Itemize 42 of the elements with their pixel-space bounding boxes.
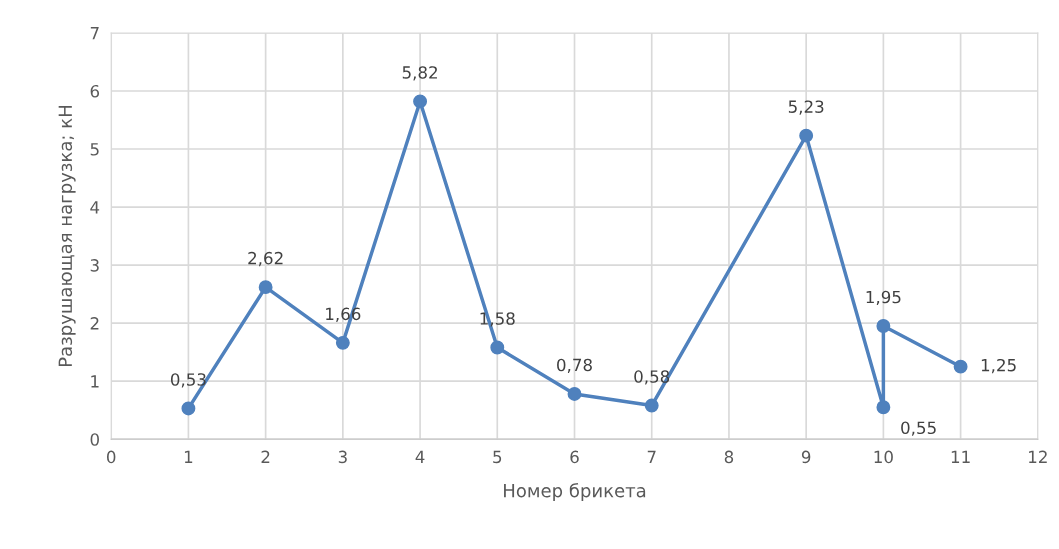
point <box>799 128 814 143</box>
y-tick-label: 5 <box>90 143 99 156</box>
data-label: 0,53 <box>170 373 206 388</box>
point <box>335 335 350 350</box>
data-label: 0,55 <box>901 421 936 436</box>
data-label: 5,23 <box>788 100 824 115</box>
y-tick-label: 1 <box>91 375 99 388</box>
x-tick-label: 6 <box>570 450 579 464</box>
data-label: 1,95 <box>866 290 901 306</box>
y-tick-label: 3 <box>90 259 99 272</box>
data-label: 5,82 <box>402 66 437 81</box>
x-tick-label: 8 <box>724 450 734 464</box>
x-tick-label: 1 <box>184 450 193 463</box>
point <box>181 401 196 416</box>
x-tick-label: 7 <box>647 450 656 463</box>
x-axis-title: Номер брикета <box>504 483 646 501</box>
point <box>490 340 505 355</box>
x-tick-label: 0 <box>106 450 116 464</box>
point <box>876 400 891 415</box>
x-tick-label: 12 <box>1029 450 1047 463</box>
data-label: 1,25 <box>981 358 1016 374</box>
x-tick-label: 2 <box>261 450 270 463</box>
y-tick-label: 7 <box>90 27 99 40</box>
point <box>644 398 659 413</box>
data-label: 2,62 <box>248 251 283 267</box>
y-tick-label: 6 <box>90 84 100 98</box>
x-tick-label: 3 <box>338 450 347 464</box>
point <box>413 94 428 109</box>
point <box>567 386 582 401</box>
y-axis-title: Разрушающая нагрузка; кН <box>58 106 76 367</box>
point <box>953 359 968 374</box>
point <box>876 319 891 333</box>
y-tick-label: 0 <box>90 433 99 446</box>
point <box>258 280 273 295</box>
x-tick-label: 11 <box>951 450 970 463</box>
y-tick-label: 4 <box>90 201 100 214</box>
x-tick-label: 10 <box>874 450 893 464</box>
x-tick-label: 5 <box>493 450 502 464</box>
data-label: 0,78 <box>557 358 592 373</box>
x-tick-label: 9 <box>801 450 811 464</box>
y-tick-label: 2 <box>90 317 99 330</box>
x-tick-label: 4 <box>415 450 425 463</box>
